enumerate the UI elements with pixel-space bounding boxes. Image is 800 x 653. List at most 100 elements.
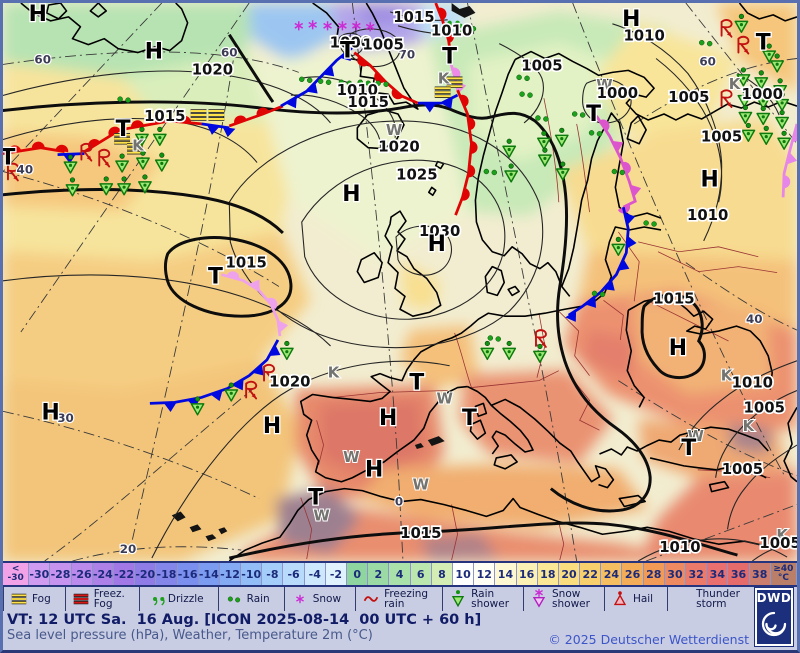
temperature-scale: < -30 -30 -28 -26 -24 -22 -20 -18 -16 -14 -12 -10 -8-… — [3, 561, 797, 587]
svg-text:H: H — [42, 400, 60, 425]
scale-cell: -14 — [198, 563, 220, 585]
scale-cell: -20 — [135, 563, 157, 585]
legend-label: Fog — [32, 592, 51, 605]
legend-label: Rain — [246, 592, 270, 605]
legend-item-rain: Rain — [219, 587, 285, 611]
scale-cell: -4 — [304, 563, 326, 585]
dwd-logo: DWD — [754, 587, 794, 647]
scale-cell: 32 — [686, 563, 708, 585]
svg-text:H: H — [365, 458, 383, 483]
legend-item-drizzle: Drizzle — [140, 587, 219, 611]
map-area: 60 60 60 70 40 40 30 20 0 K K K K K K K W W W W W W W 1020 1015 1… — [3, 3, 797, 561]
legend-label: Hail — [632, 592, 654, 605]
svg-text:W: W — [596, 76, 612, 94]
svg-text:K: K — [438, 69, 450, 87]
svg-text:1020: 1020 — [269, 373, 310, 391]
copyright-text: © 2025 Deutscher Wetterdienst — [548, 632, 749, 647]
legend-label: Rain shower — [471, 587, 510, 610]
dwd-logo-text: DWD — [756, 591, 792, 605]
scale-cell: 4 — [389, 563, 411, 585]
legend-label: Snow — [312, 592, 342, 605]
snow-shower-icon — [532, 589, 546, 608]
fog-icon — [11, 593, 27, 605]
svg-text:W: W — [343, 448, 359, 466]
svg-text:1015: 1015 — [225, 254, 266, 272]
legend-item-freezing-fog: Freez. Fog — [66, 587, 140, 611]
scale-cell: -18 — [156, 563, 178, 585]
svg-text:1020: 1020 — [192, 60, 233, 78]
svg-text:1005: 1005 — [668, 88, 709, 106]
svg-text:40: 40 — [17, 162, 34, 176]
svg-text:T: T — [116, 117, 131, 142]
svg-text:1015: 1015 — [348, 93, 389, 111]
svg-text:0: 0 — [395, 495, 403, 509]
svg-text:H: H — [342, 182, 360, 207]
svg-text:1025: 1025 — [396, 165, 437, 183]
scale-cell: -10 — [241, 563, 263, 585]
svg-text:1015: 1015 — [393, 8, 434, 26]
scale-cell: -6 — [283, 563, 305, 585]
legend-item-thunderstorm: Thunder storm — [668, 587, 755, 611]
svg-text:1000: 1000 — [597, 84, 638, 102]
svg-text:H: H — [428, 232, 446, 257]
svg-text:T: T — [308, 486, 323, 511]
legend-item-rain-shower: Rain shower — [443, 587, 525, 611]
svg-text:H: H — [669, 336, 687, 361]
parameter-line: Sea level pressure (hPa), Weather, Tempe… — [7, 628, 373, 643]
svg-text:1000: 1000 — [742, 85, 783, 103]
legend-item-snow-shower: Snow shower — [524, 587, 605, 611]
svg-text:H: H — [145, 40, 163, 65]
scale-cell: 6 — [410, 563, 432, 585]
svg-text:1015: 1015 — [144, 107, 185, 125]
svg-text:H: H — [29, 3, 47, 27]
scale-cell: 22 — [580, 563, 602, 585]
valid-time-line: VT: 12 UTC Sa. 16 Aug. [ICON 2025-08-14 … — [7, 612, 482, 628]
scale-cell: 20 — [558, 563, 581, 585]
legend-label: Freezing rain — [384, 587, 429, 610]
scale-cell: 12 — [474, 563, 496, 585]
svg-text:H: H — [263, 414, 281, 439]
svg-text:1010: 1010 — [337, 81, 378, 99]
svg-text:K: K — [729, 75, 741, 93]
svg-text:W: W — [413, 476, 429, 494]
svg-text:K: K — [132, 137, 144, 155]
scale-cell: 8 — [431, 563, 453, 585]
svg-text:60: 60 — [34, 52, 51, 66]
scale-cell: 18 — [537, 563, 559, 585]
legend-item-snow: Snow — [285, 587, 357, 611]
svg-text:1030: 1030 — [419, 222, 460, 240]
svg-text:T: T — [3, 146, 16, 171]
svg-text:K: K — [743, 417, 755, 435]
svg-text:1015: 1015 — [653, 289, 694, 307]
legend-label: Thunder storm — [696, 587, 740, 610]
scale-cell: 34 — [707, 563, 729, 585]
scale-cell: 24 — [601, 563, 623, 585]
svg-text:1005: 1005 — [722, 460, 763, 478]
thunderstorm-icon — [673, 589, 693, 609]
scale-cell: 2 — [368, 563, 390, 585]
scale-cell: 10 — [452, 563, 475, 585]
scale-cell: 38 — [749, 563, 771, 585]
svg-text:1005: 1005 — [759, 534, 797, 552]
scale-cell: -16 — [177, 563, 199, 585]
svg-text:W: W — [313, 506, 329, 524]
scale-cell: 36 — [728, 563, 750, 585]
scale-cell: 30 — [664, 563, 687, 585]
svg-text:60: 60 — [699, 54, 716, 68]
svg-text:T: T — [340, 39, 355, 64]
country-borders — [300, 98, 778, 561]
rain-icon — [227, 596, 240, 603]
scale-cell: -30 — [29, 563, 51, 585]
freezing-rain-icon — [363, 596, 379, 602]
weather-symbols — [7, 13, 791, 416]
svg-text:1010: 1010 — [687, 206, 728, 224]
scale-cell: -2 — [325, 563, 348, 585]
scale-cell: -12 — [219, 563, 242, 585]
dwd-spiral-icon — [761, 611, 787, 637]
svg-text:K: K — [328, 364, 340, 382]
isobars — [3, 11, 797, 561]
legend-item-hail: Hail — [605, 587, 669, 611]
weather-symbol-legend: Fog Freez. Fog Drizzle Rain Snow Freezing rain R… — [3, 587, 797, 611]
